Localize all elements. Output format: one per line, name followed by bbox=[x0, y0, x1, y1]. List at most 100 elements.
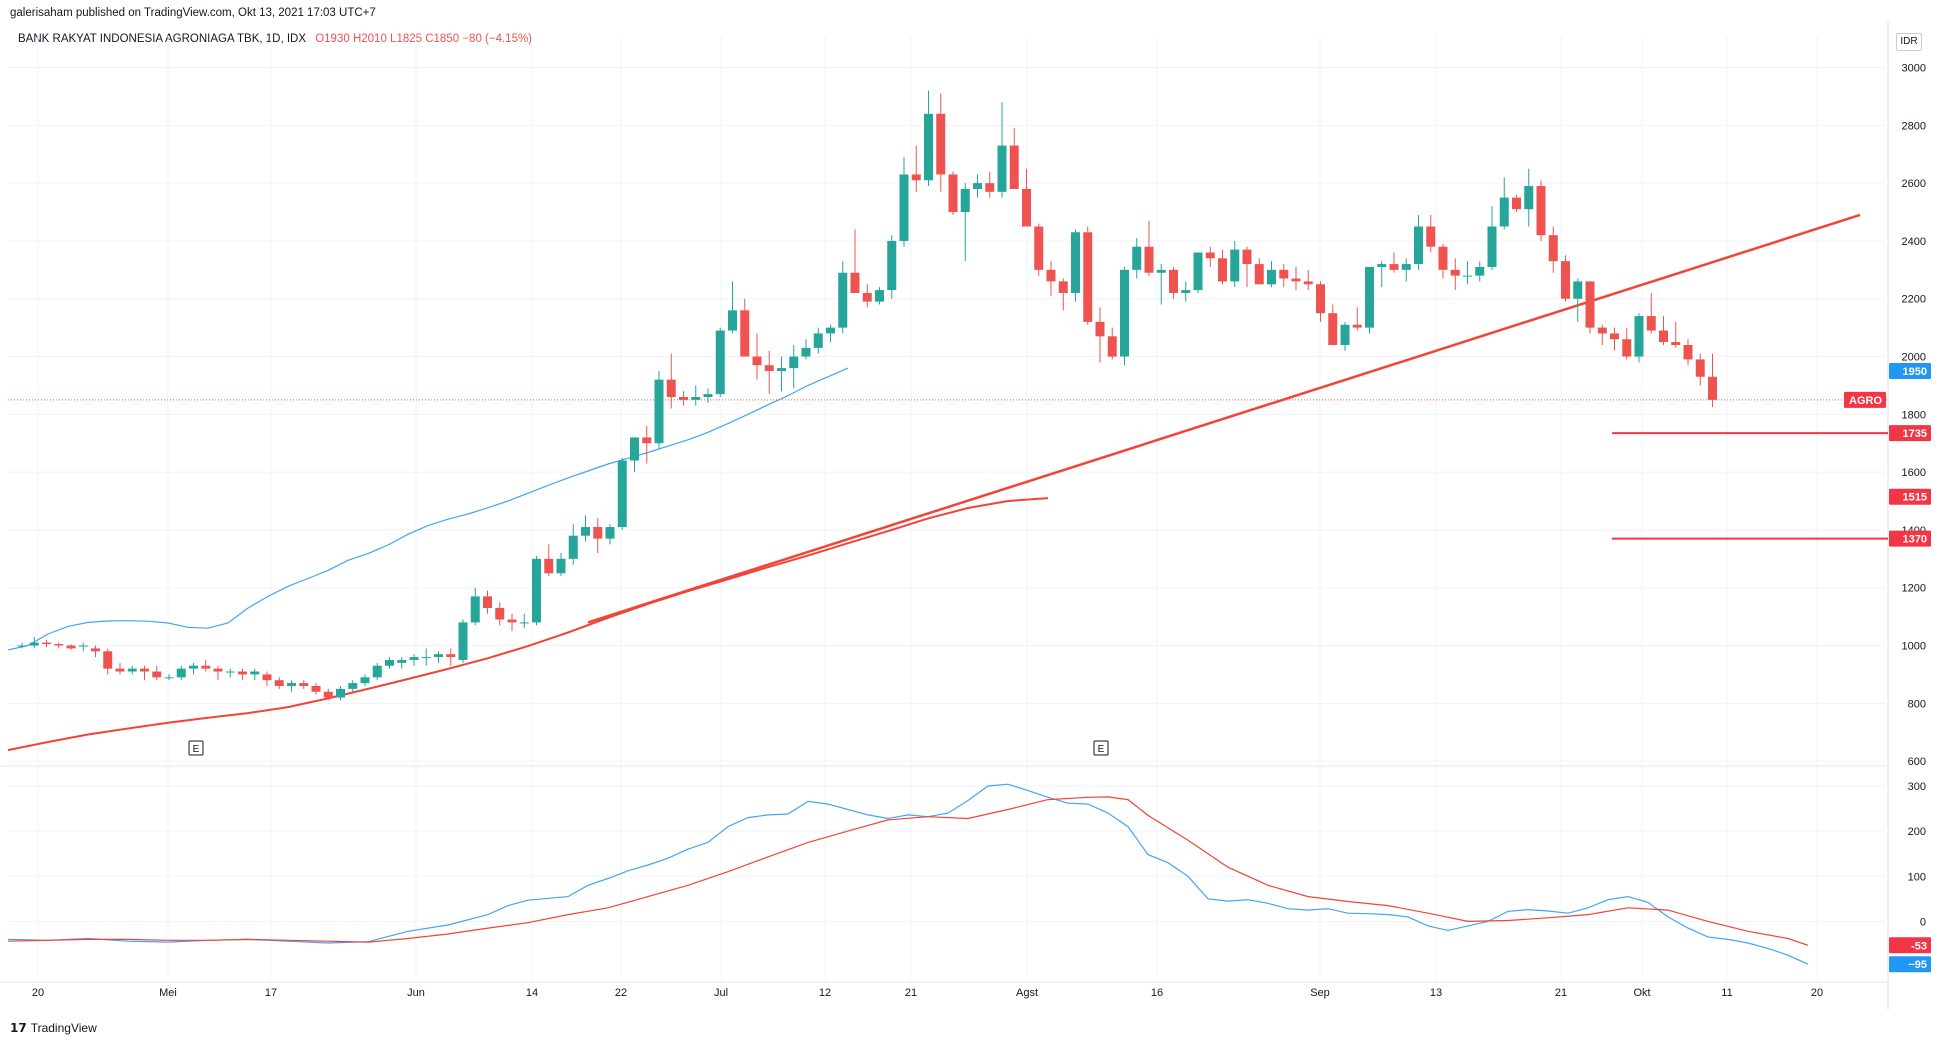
candle-body bbox=[103, 651, 113, 669]
candle-body bbox=[1377, 264, 1387, 267]
candle-body bbox=[544, 558, 554, 574]
candle-body bbox=[1218, 258, 1227, 282]
candle-body bbox=[973, 183, 982, 189]
candle-body bbox=[715, 330, 725, 395]
candle-body bbox=[740, 310, 750, 357]
candle-body bbox=[789, 356, 799, 369]
candle-body bbox=[519, 622, 529, 624]
candle-body bbox=[617, 460, 627, 528]
y-tick-label: 2600 bbox=[1902, 178, 1926, 190]
candle-body bbox=[507, 619, 517, 623]
candle-body bbox=[1401, 264, 1411, 270]
price-label: 1370 bbox=[1903, 534, 1927, 546]
y-tick-label: 2200 bbox=[1902, 294, 1926, 306]
y-tick-label: 2400 bbox=[1902, 236, 1926, 248]
currency-button[interactable]: IDR bbox=[1896, 33, 1922, 51]
tradingview-logo-icon: 𝟭𝟳 bbox=[10, 1021, 27, 1035]
candle-body bbox=[1022, 188, 1031, 227]
x-tick-label: 20 bbox=[1811, 987, 1823, 999]
candle-body bbox=[1695, 359, 1705, 377]
x-tick-label: Mei bbox=[159, 987, 177, 999]
candle-body bbox=[1438, 246, 1448, 270]
candle-body bbox=[838, 272, 848, 328]
candle-body bbox=[1487, 226, 1497, 267]
price-label-bg bbox=[1844, 391, 1886, 408]
candle-body bbox=[1426, 226, 1436, 247]
candle-body bbox=[1205, 252, 1215, 259]
candle-body bbox=[1328, 313, 1338, 345]
x-tick-label: Sep bbox=[1310, 987, 1330, 999]
footer-brand[interactable]: 𝟭𝟳 TradingView bbox=[10, 1021, 97, 1035]
candle-body bbox=[1340, 324, 1350, 345]
candle-body bbox=[483, 596, 492, 608]
candle-body bbox=[115, 668, 125, 672]
candle-body bbox=[1071, 232, 1080, 293]
candle-body bbox=[777, 368, 786, 371]
candle-body bbox=[152, 671, 162, 678]
candle-body bbox=[1083, 232, 1093, 322]
candle-body bbox=[642, 437, 652, 444]
x-tick-label: 21 bbox=[1555, 987, 1567, 999]
candle-body bbox=[654, 379, 664, 444]
osc-y-tick-label: 200 bbox=[1908, 826, 1926, 838]
candle-body bbox=[1512, 197, 1521, 210]
candle-body bbox=[875, 290, 884, 302]
candle-body bbox=[679, 396, 688, 400]
candle-body bbox=[1708, 376, 1717, 400]
candle-body bbox=[336, 688, 345, 698]
osc-value-label: −95 bbox=[1908, 959, 1927, 971]
symbol-name[interactable]: BANK RAKYAT INDONESIA AGRONIAGA TBK, 1D,… bbox=[18, 33, 307, 45]
candle-body bbox=[862, 292, 872, 302]
price-label-bg bbox=[1889, 362, 1931, 379]
price-label: 1735 bbox=[1903, 428, 1927, 440]
candle-body bbox=[1524, 186, 1534, 210]
candle-body bbox=[299, 683, 309, 686]
candle-body bbox=[960, 188, 970, 213]
candle-body bbox=[54, 644, 64, 646]
candle-body bbox=[1659, 330, 1668, 343]
x-tick-label: 14 bbox=[526, 987, 538, 999]
candle-body bbox=[1291, 278, 1301, 282]
candle-body bbox=[1646, 316, 1656, 331]
candle-body bbox=[409, 657, 419, 660]
candle-body bbox=[1279, 269, 1289, 279]
candle-body bbox=[323, 691, 333, 698]
candle-body bbox=[813, 333, 823, 348]
candle-body bbox=[311, 685, 321, 692]
osc-value-label: -53 bbox=[1911, 940, 1927, 952]
candle-body bbox=[1548, 235, 1558, 262]
osc-y-tick-label: 300 bbox=[1908, 781, 1926, 793]
x-tick-label: Jun bbox=[407, 987, 425, 999]
candle-body bbox=[1120, 269, 1129, 357]
candle-body bbox=[225, 671, 235, 673]
earnings-marker bbox=[188, 740, 204, 756]
high-value: H2010 bbox=[352, 33, 387, 45]
candle-body bbox=[1683, 344, 1693, 360]
candle-body bbox=[752, 356, 762, 366]
candle-body bbox=[1254, 264, 1264, 285]
osc-line-blue bbox=[7, 783, 1809, 965]
price-label: AGRO bbox=[1849, 395, 1882, 407]
x-tick-label: 22 bbox=[615, 987, 627, 999]
price-label: 1515 bbox=[1903, 492, 1927, 504]
x-tick-label: 12 bbox=[819, 987, 831, 999]
low-value: L1825 bbox=[390, 33, 423, 45]
candle-body bbox=[630, 437, 639, 461]
y-tick-label: 600 bbox=[1908, 756, 1926, 768]
candle-body bbox=[238, 671, 247, 675]
x-tick-label: 16 bbox=[1151, 987, 1163, 999]
candle-body bbox=[458, 622, 468, 660]
candle-body bbox=[348, 683, 358, 689]
candle-body bbox=[1058, 281, 1068, 293]
price-label-bg bbox=[1889, 488, 1931, 505]
price-label: 1950 bbox=[1903, 366, 1927, 378]
y-tick-label: 800 bbox=[1908, 698, 1926, 710]
earnings-marker-label: E bbox=[193, 744, 200, 755]
open-value: O1930 bbox=[315, 33, 350, 45]
candle-body bbox=[495, 607, 505, 620]
candle-body bbox=[1316, 284, 1325, 314]
candle-body bbox=[593, 527, 603, 539]
candle-body bbox=[887, 240, 897, 291]
candle-body bbox=[360, 677, 370, 684]
